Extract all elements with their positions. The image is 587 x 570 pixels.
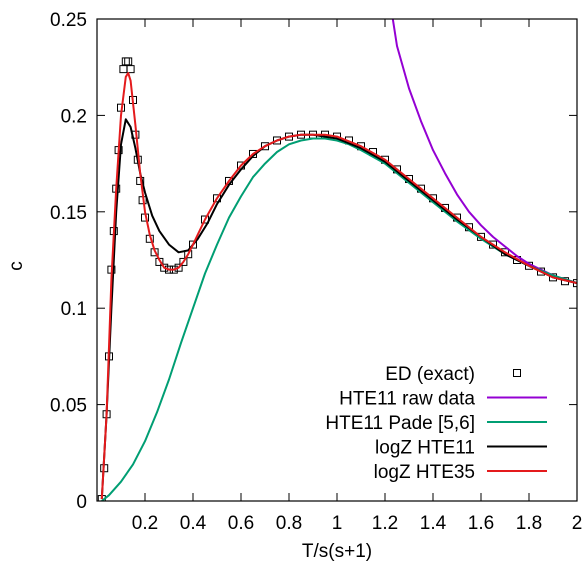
series-1 [391, 19, 577, 285]
x-tick-label: 2 [572, 513, 583, 534]
x-tick-label: 1.2 [372, 513, 398, 534]
legend-entry: HTE11 Pade [5,6] [325, 413, 547, 434]
x-tick-label: 1.8 [516, 513, 542, 534]
legend-label: ED (exact) [385, 364, 475, 385]
series-line [391, 19, 577, 285]
y-tick-label: 0 [76, 492, 87, 513]
data-point [179, 257, 188, 266]
legend-entry: ED (exact) [385, 364, 521, 385]
data-point [174, 263, 183, 272]
legend-label: HTE11 raw data [339, 389, 475, 410]
legend: ED (exact) HTE11 raw data HTE11 Pade [5,6]… [325, 364, 547, 483]
y-axis-label: c [6, 261, 27, 271]
x-tick-label: 1.4 [420, 513, 447, 534]
data-point [160, 263, 169, 272]
series-2 [101, 137, 577, 501]
data-point [121, 57, 130, 66]
y-tick-label: 0.2 [61, 106, 87, 127]
x-tick-label: 0.8 [276, 513, 302, 534]
y-ticks: 0 0.05 0.1 0.15 0.2 0.25 [50, 10, 577, 513]
y-tick-label: 0.05 [50, 396, 87, 417]
data-point [119, 65, 128, 74]
legend-marker [513, 369, 521, 377]
data-point [124, 57, 133, 66]
data-point [189, 240, 197, 249]
x-tick-label: 1 [332, 513, 343, 534]
legend-label: logZ HTE11 [375, 438, 475, 459]
data-point [261, 142, 269, 151]
legend-entry: HTE11 raw data [339, 389, 547, 410]
series-0 [97, 57, 577, 501]
x-tick-label: 1.6 [468, 513, 494, 534]
y-tick-label: 0.1 [61, 299, 87, 320]
series-4 [100, 72, 577, 500]
x-axis-label: T/s(s+1) [302, 541, 372, 562]
data-point [273, 136, 281, 145]
series-line [100, 72, 577, 500]
legend-entry: logZ HTE11 [375, 438, 547, 459]
series-layer [97, 19, 577, 501]
plot-frame [96, 18, 578, 502]
series-line [100, 118, 577, 500]
y-tick-label: 0.15 [50, 203, 87, 224]
x-tick-label: 0.4 [180, 513, 207, 534]
x-ticks: 0.2 0.4 0.6 0.8 1 1.2 1.4 1.6 1.8 2 [132, 19, 583, 534]
legend-label: HTE11 Pade [5,6] [325, 413, 475, 434]
y-tick-label: 0.25 [50, 10, 87, 31]
x-tick-label: 0.2 [132, 513, 158, 534]
legend-label: logZ HTE35 [374, 462, 475, 483]
legend-entry: logZ HTE35 [374, 462, 547, 483]
series-line [101, 137, 577, 501]
series-3 [100, 118, 577, 500]
x-tick-label: 0.6 [228, 513, 254, 534]
data-point [126, 65, 135, 74]
